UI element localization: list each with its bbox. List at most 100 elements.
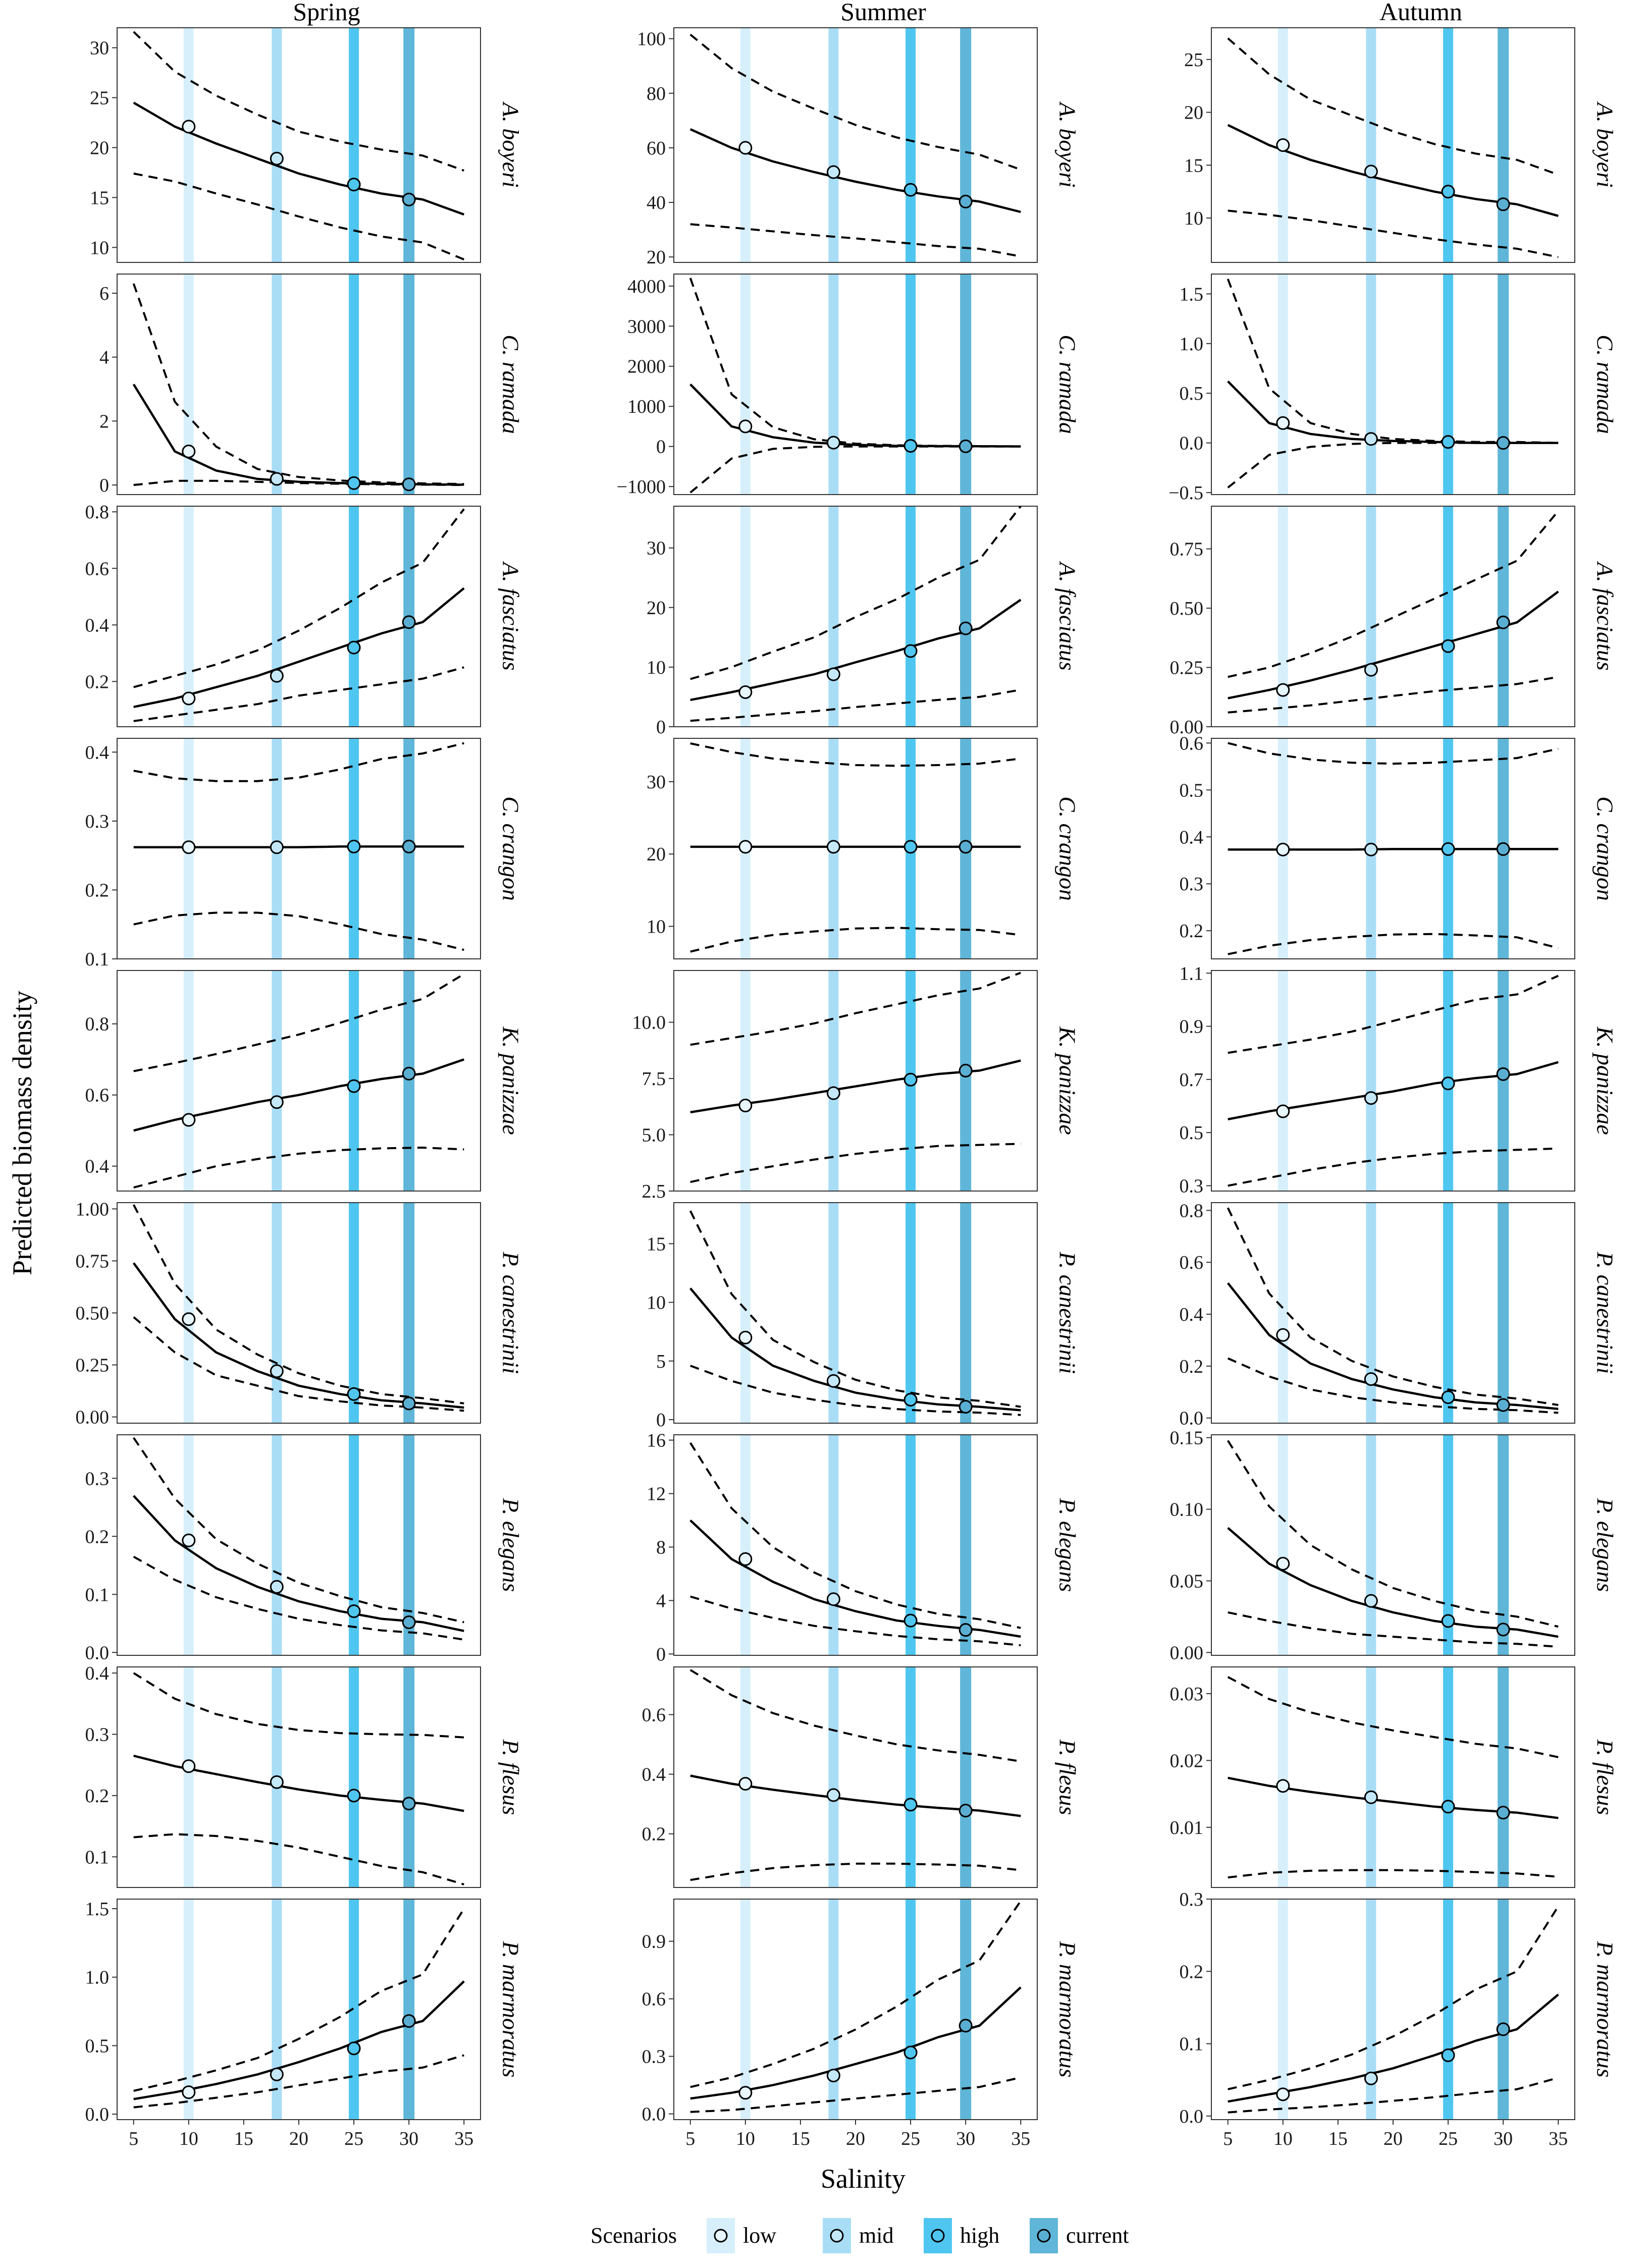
- scenario-point-current: [402, 192, 416, 206]
- scenario-band-current: [1498, 28, 1509, 262]
- upper-ci-line: [133, 1672, 464, 1739]
- x-tick-label: 25: [1438, 2128, 1458, 2149]
- y-tick-label: 40: [647, 192, 666, 213]
- panel-frame: [117, 1666, 481, 1888]
- panel-frame: [1211, 27, 1575, 263]
- scenario-band-current: [960, 1435, 972, 1655]
- species-strip-label: P. elegans: [1054, 1498, 1080, 1592]
- panel-frame: [1211, 970, 1575, 1192]
- scenario-point-high: [347, 2041, 361, 2056]
- scenario-point-mid: [826, 840, 840, 854]
- lower-ci-line: [133, 1555, 464, 1641]
- scenario-band-high: [349, 275, 359, 494]
- scenario-point-current: [1496, 1806, 1510, 1820]
- panel-spring-p-canestrinii: 0.00 0.25 0.50 0.75 1.00 P. canestrinii: [76, 1199, 524, 1428]
- scenario-point-mid: [826, 1086, 840, 1100]
- y-tick-label: 0: [656, 1410, 666, 1431]
- scenario-band-low: [1277, 1435, 1288, 1655]
- panel-summer-p-marmoratus: 0.0 0.3 0.6 0.9 5 10 15 20 25 30 35 P. marmoratus: [642, 1899, 1080, 2149]
- y-tick-label: 1.5: [85, 1899, 110, 1920]
- scenario-point-mid: [270, 669, 284, 683]
- lower-ci-line: [690, 1862, 1021, 1881]
- scenario-band-mid: [828, 1435, 839, 1655]
- scenario-point-mid: [1364, 842, 1378, 856]
- panel-autumn-p-canestrinii: 0.0 0.2 0.4 0.6 0.8 P. canestrinii: [1180, 1200, 1618, 1429]
- y-tick-label: 80: [647, 83, 666, 104]
- scenario-band-low: [740, 507, 751, 726]
- x-tick-label: 25: [344, 2128, 363, 2149]
- scenario-point-low: [738, 1099, 753, 1113]
- legend-key-point: [931, 2229, 945, 2243]
- scenario-point-mid: [270, 2067, 284, 2081]
- y-tick-label: 0.00: [1170, 717, 1204, 738]
- x-tick-label: 15: [234, 2128, 253, 2149]
- scenario-point-low: [738, 419, 753, 434]
- legend-label-current: current: [1066, 2223, 1129, 2248]
- y-tick-label: 0.0: [1180, 1408, 1204, 1429]
- y-tick-label: 4: [99, 347, 109, 368]
- scenario-point-high: [1441, 435, 1455, 449]
- legend-item-high: high: [924, 2218, 999, 2253]
- panel-frame: [117, 1899, 481, 2120]
- y-tick-label: 0.2: [85, 1526, 110, 1547]
- scenario-point-low: [738, 1776, 753, 1791]
- lower-ci-line: [1228, 2076, 1559, 2114]
- panel-frame: [117, 738, 481, 959]
- panel-frame: [673, 1666, 1038, 1888]
- scenario-band-low: [740, 1900, 751, 2119]
- scenario-band-current: [403, 275, 415, 494]
- y-tick-label: 0.9: [642, 1931, 666, 1953]
- scenario-point-current: [1496, 197, 1510, 211]
- y-tick-label: 20: [1184, 102, 1203, 124]
- lower-ci-line: [133, 1316, 464, 1412]
- y-tick-label: 15: [1184, 155, 1203, 176]
- scenario-band-mid: [828, 1667, 839, 1887]
- panel-autumn-p-elegans: 0.00 0.05 0.10 0.15 P. elegans: [1170, 1428, 1618, 1664]
- lower-ci-line: [1228, 676, 1559, 714]
- scenario-point-high: [903, 644, 918, 658]
- scenario-point-low: [182, 1312, 196, 1326]
- y-tick-label: 0.2: [1180, 1961, 1204, 1982]
- y-tick-label: 1.1: [1180, 963, 1204, 984]
- scenario-point-low: [182, 1533, 196, 1547]
- species-strip-label: P. canestrinii: [1592, 1252, 1618, 1374]
- scenario-band-mid: [1366, 971, 1376, 1191]
- species-strip-label: P. flesus: [1054, 1739, 1080, 1815]
- scenario-band-high: [349, 1203, 359, 1423]
- y-tick-label: 0.6: [642, 1704, 666, 1725]
- y-tick-label: 0.8: [1180, 1200, 1204, 1221]
- y-tick-label: 2: [99, 411, 109, 432]
- x-tick-label: 5: [685, 2128, 695, 2149]
- scenario-point-current: [402, 1615, 416, 1629]
- x-tick-label: 20: [846, 2128, 865, 2149]
- panel-summer-a-boyeri: 20 40 60 80 100 A. boyeri: [637, 27, 1080, 268]
- scenario-band-high: [349, 507, 359, 726]
- scenario-band-low: [183, 1900, 194, 2119]
- y-tick-label: 20: [647, 844, 666, 865]
- scenario-band-mid: [1366, 1900, 1376, 2119]
- legend-label-low: low: [743, 2223, 776, 2248]
- y-tick-label: 5: [656, 1351, 666, 1372]
- y-tick-label: 0.50: [76, 1303, 110, 1324]
- scenario-band-mid: [828, 507, 839, 726]
- scenario-point-current: [958, 439, 973, 453]
- scenario-band-mid: [272, 1435, 282, 1655]
- legend-key-point: [830, 2229, 844, 2243]
- scenario-band-high: [905, 28, 916, 262]
- scenario-point-mid: [1364, 2071, 1378, 2085]
- y-tick-label: 0.02: [1170, 1750, 1204, 1771]
- season-titles: Spring Summer Autumn: [293, 0, 1462, 26]
- upper-ci-line: [1228, 1906, 1559, 2090]
- scenario-band-mid: [272, 971, 282, 1191]
- scenario-point-high: [347, 1079, 361, 1093]
- y-tick-label: 0.5: [1180, 383, 1204, 404]
- scenario-band-mid: [1366, 507, 1376, 726]
- y-tick-label: 25: [1184, 49, 1203, 71]
- y-tick-label: 1.0: [85, 1967, 110, 1988]
- y-tick-label: 12: [647, 1484, 666, 1505]
- x-tick-label: 20: [1383, 2128, 1403, 2149]
- scenario-band-high: [1443, 275, 1454, 494]
- scenario-point-mid: [270, 840, 284, 854]
- scenario-point-low: [1276, 2087, 1290, 2101]
